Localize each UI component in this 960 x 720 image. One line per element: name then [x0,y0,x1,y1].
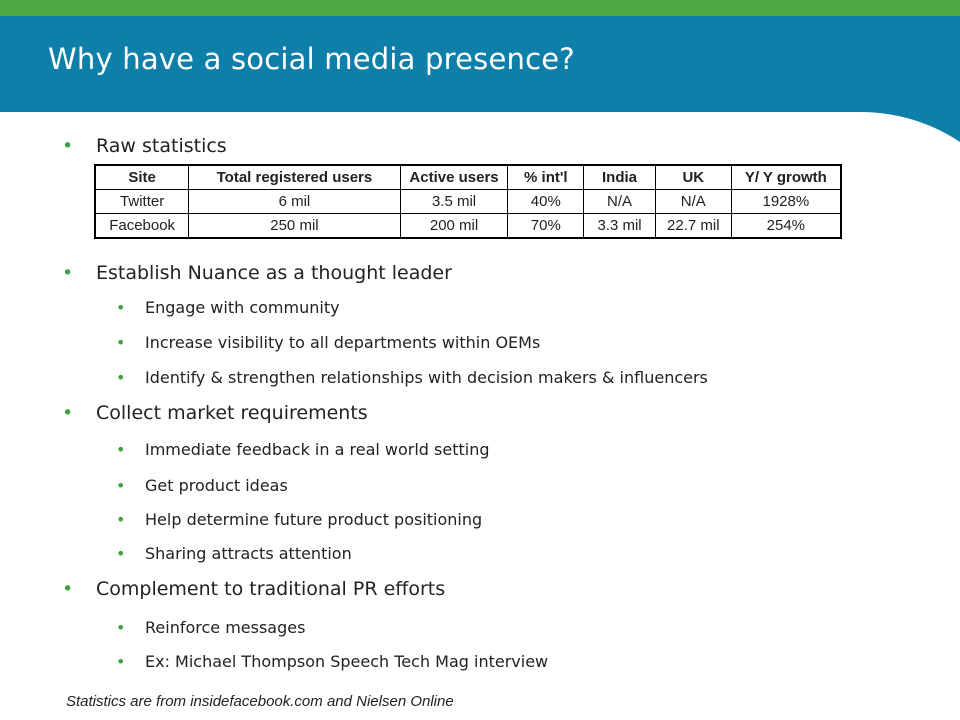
bullet-dot-icon: • [116,652,126,671]
table-header-cell: Y/ Y growth [730,164,842,190]
table-cell: 70% [507,213,585,239]
bullet-text: Complement to traditional PR efforts [96,578,446,600]
table-cell: 40% [507,189,585,214]
bullet-dot-icon: • [62,402,74,424]
table-header-cell: UK [654,164,732,190]
bullet-text: Identify & strengthen relationships with… [145,368,708,387]
bullet-text: Raw statistics [96,135,227,157]
bullet-text: Increase visibility to all departments w… [145,333,541,352]
bullet-dot-icon: • [116,618,126,637]
bullet-text: Engage with community [145,298,340,317]
bullet-dot-icon: • [116,476,126,495]
table-cell: 22.7 mil [654,213,732,239]
bullet-dot-icon: • [116,368,126,387]
table-cell: 254% [730,213,842,239]
slide-title: Why have a social media presence? [48,42,575,76]
table-cell: Twitter [94,189,190,214]
header-banner [0,0,960,142]
bullet-text: Sharing attracts attention [145,544,352,563]
bullet-text: Reinforce messages [145,618,306,637]
table-header-cell: Site [94,164,190,190]
table-header-row: Site Total registered users Active users… [94,164,842,190]
source-footnote: Statistics are from insidefacebook.com a… [66,693,454,710]
header-green-strip [0,0,960,16]
bullet-text: Immediate feedback in a real world setti… [145,440,490,459]
bullet-dot-icon: • [62,262,74,284]
bullet-text: Collect market requirements [96,402,368,424]
table-cell: N/A [583,189,656,214]
table-cell: N/A [654,189,732,214]
bullet-text: Establish Nuance as a thought leader [96,262,452,284]
bullet-dot-icon: • [62,578,74,600]
stats-table: Site Total registered users Active users… [94,164,842,239]
bullet-dot-icon: • [116,440,126,459]
table-header-cell: India [583,164,656,190]
table-row: Facebook 250 mil 200 mil 70% 3.3 mil 22.… [94,213,842,239]
table-header-cell: % int'l [507,164,585,190]
bullet-text: Help determine future product positionin… [145,510,483,529]
table-cell: 6 mil [188,189,401,214]
header-blue-band [0,16,960,142]
bullet-dot-icon: • [116,298,126,317]
table-cell: 3.5 mil [399,189,509,214]
table-cell: 250 mil [188,213,401,239]
bullet-dot-icon: • [116,510,126,529]
table-row: Twitter 6 mil 3.5 mil 40% N/A N/A 1928% [94,189,842,214]
table-cell: Facebook [94,213,190,239]
table-header-cell: Total registered users [188,164,401,190]
bullet-text: Ex: Michael Thompson Speech Tech Mag int… [145,652,549,671]
table-header-cell: Active users [399,164,509,190]
bullet-dot-icon: • [116,333,126,352]
table-cell: 1928% [730,189,842,214]
table-cell: 3.3 mil [583,213,656,239]
bullet-dot-icon: • [116,544,126,563]
bullet-text: Get product ideas [145,476,288,495]
bullet-dot-icon: • [62,135,74,157]
table-cell: 200 mil [399,213,509,239]
